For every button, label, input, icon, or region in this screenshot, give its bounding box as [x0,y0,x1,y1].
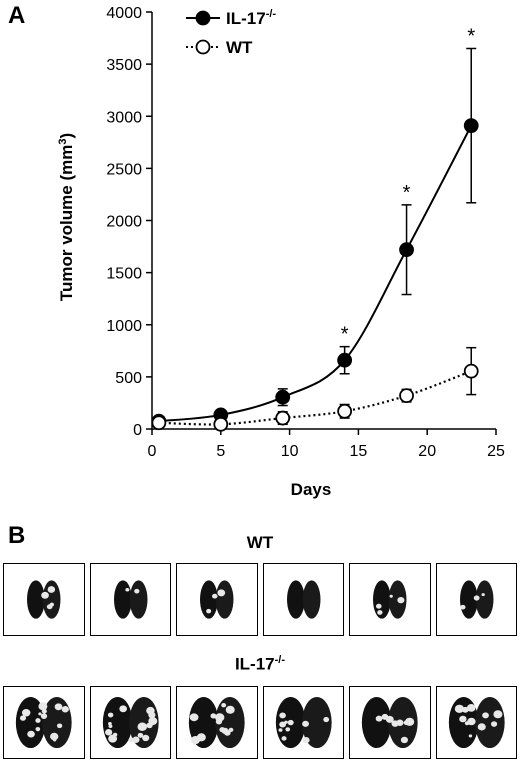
lung-image [361,696,418,749]
series-il17: * * * [151,25,479,429]
il17-group-label-sup: -/- [274,654,286,666]
y-axis-title-sup: 3 [57,139,69,145]
y-tick-label: 0 [133,422,142,439]
chart-series: * * * [151,25,479,432]
significance-star: * [467,25,475,47]
lung-image [102,696,159,749]
y-tick-label: 2500 [106,161,142,178]
x-tick-label: 5 [216,443,225,460]
il17-lung-photo [176,686,258,759]
lung-image [275,696,332,749]
data-point [399,242,414,258]
legend-marker [195,39,211,55]
x-tick-label: 0 [148,443,157,460]
il17-lung-photo [262,686,344,759]
wt-lung-photo [3,563,85,636]
lung-image [27,580,61,619]
series-wt [151,346,479,432]
il17-lung-photo [349,686,431,759]
data-point [337,352,353,368]
x-tick-label: 10 [281,443,299,460]
y-axis-title: Tumor volume (mm3) [57,133,76,301]
y-axis-title-end: ) [57,133,76,139]
il17-lung-photo [89,686,171,759]
y-tick-label: 3500 [106,57,142,74]
chart-legend: IL-17-/- WT [186,8,276,57]
data-point [337,403,353,419]
significance-star: * [341,324,349,346]
data-point [151,415,167,431]
y-tick-label: 500 [115,370,142,387]
il17-lung-photo [3,686,85,759]
x-tick-label: 20 [418,443,436,460]
panel-a-letter: A [8,2,26,29]
lung-image [459,580,493,619]
x-tick-label: 25 [487,443,505,460]
lung-image [15,696,72,749]
il17-group-label-text: IL-17 [234,654,275,674]
series-line [158,125,473,423]
il17-lung-photos [3,686,517,759]
wt-lung-photo [176,563,258,636]
y-tick-label: 1000 [106,318,142,335]
significance-star: * [403,182,411,204]
chart-axes: 0 500 1000 1500 2000 2500 3000 3500 4000 0 5 10 15 20… [106,5,505,460]
data-point [399,388,414,404]
data-point [275,410,291,426]
legend-label: WT [226,38,253,57]
data-point [463,118,479,134]
panel-b-letter: B [8,522,26,549]
legend-label: IL-17-/- [226,8,276,28]
lung-image [188,696,245,749]
y-tick-label: 4000 [106,5,142,22]
lung-image [286,580,320,619]
wt-group-label-text: WT [246,533,274,552]
lung-image [200,580,234,619]
wt-group-label: WT [0,533,520,553]
il17-group-label: IL-17-/- [0,654,520,675]
lung-image [448,696,505,749]
y-tick-label: 2000 [106,214,142,231]
x-tick-label: 15 [350,443,368,460]
wt-lung-photos [3,563,517,636]
wt-lung-photo [349,563,431,636]
y-tick-label: 3000 [106,109,142,126]
data-point [213,416,229,432]
lung-image [373,580,407,619]
lung-image [113,580,147,619]
il17-lung-photo [435,686,517,759]
wt-lung-photo [435,563,517,636]
legend-label-sup: -/- [266,8,277,20]
y-axis-title-main: Tumor volume (mm [57,145,76,301]
data-point [463,363,479,379]
wt-lung-photo [262,563,344,636]
x-axis-title: Days [291,480,332,499]
legend-marker [195,10,211,26]
wt-lung-photo [89,563,171,636]
tumor-volume-chart: 0 500 1000 1500 2000 2500 3000 3500 4000 0 5 10 15 20… [57,5,505,499]
y-tick-label: 1500 [106,266,142,283]
data-point [275,389,291,405]
